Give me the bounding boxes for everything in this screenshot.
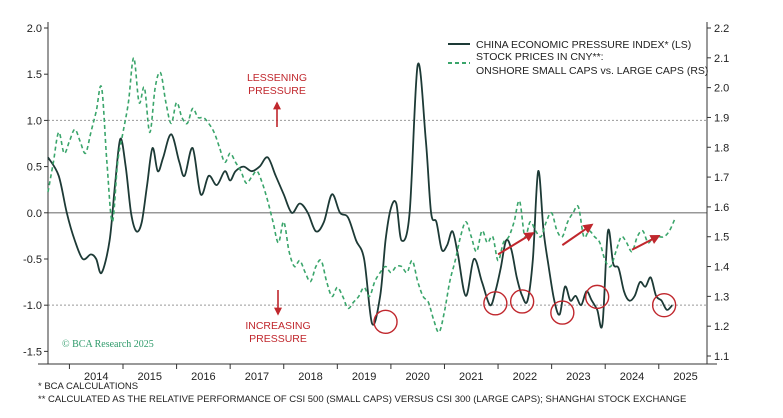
annotation-increasing-pressure: PRESSURE — [249, 333, 307, 345]
trend-arrow — [497, 232, 535, 256]
x-tick-label: 2016 — [191, 371, 215, 383]
x-tick-label: 2020 — [405, 371, 429, 383]
legend-label-pressure-index: CHINA ECONOMIC PRESSURE INDEX* (LS) — [476, 39, 691, 51]
x-tick-label: 2015 — [138, 371, 162, 383]
x-tick-label: 2021 — [459, 371, 483, 383]
highlight-circle — [584, 284, 610, 310]
y-left-tick-label: 1.0 — [27, 115, 42, 127]
y-right-tick-label: 1.1 — [714, 351, 729, 363]
trend-arrow — [561, 223, 594, 246]
annotations — [273, 101, 677, 335]
y-left-tick-label: 0.0 — [27, 208, 42, 220]
y-right-tick-label: 2.1 — [714, 53, 729, 65]
series-small-vs-large-line — [47, 57, 676, 334]
y-right-tick-label: 1.8 — [714, 142, 729, 154]
y-right-tick-label: 2.2 — [714, 23, 729, 35]
y-left-tick-label: -1.0 — [23, 300, 42, 312]
annotation-increasing: INCREASING — [245, 320, 310, 332]
highlight-circle — [651, 292, 677, 318]
y-left-tick-label: 2.0 — [27, 23, 42, 35]
footnote-1: * BCA CALCULATIONS — [38, 381, 138, 392]
legend-label-small-vs-large: ONSHORE SMALL CAPS vs. LARGE CAPS (RS) — [476, 65, 708, 77]
x-axis-ticks: 2014 2015 2016 2017 2018 2019 2020 2021 2022 2023… — [68, 364, 698, 383]
y-right-tick-label: 1.2 — [714, 321, 729, 333]
annotation-lessening: LESSENING — [247, 72, 307, 84]
x-tick-label: 2025 — [673, 371, 697, 383]
y-left-tick-label: 0.5 — [27, 162, 42, 174]
x-tick-label: 2022 — [513, 371, 537, 383]
highlight-circle — [509, 289, 535, 314]
annotation-lessening-pressure: PRESSURE — [248, 85, 306, 97]
footnote-2: ** CALCULATED AS THE RELATIVE PERFORMANC… — [38, 394, 686, 405]
legend-label-stock-prices: STOCK PRICES IN CNY**: — [476, 51, 604, 63]
y-right-tick-label: 2.0 — [714, 83, 729, 95]
highlight-circle — [483, 291, 508, 316]
y-axis-right-ticks: 2.2 2.1 2.0 1.9 1.8 1.7 1.6 1.5 1.4 1.3 1.2 1.1 — [707, 23, 729, 363]
y-axis-left-ticks: 2.0 1.5 1.0 0.5 0.0 -0.5 -1.0 -1.5 — [23, 23, 48, 358]
series-pressure-index-line — [47, 62, 673, 329]
x-tick-label: 2023 — [566, 371, 590, 383]
axes — [38, 22, 717, 365]
x-tick-label: 2019 — [352, 371, 376, 383]
trend-arrow — [631, 234, 661, 251]
y-right-tick-label: 1.4 — [714, 262, 729, 274]
y-right-tick-label: 1.6 — [714, 202, 729, 214]
x-tick-label: 2024 — [620, 371, 644, 383]
y-right-tick-label: 1.3 — [714, 291, 729, 303]
x-tick-label: 2017 — [245, 371, 269, 383]
highlight-circle — [373, 309, 398, 335]
x-tick-label: 2014 — [84, 371, 108, 383]
y-left-tick-label: -1.5 — [23, 346, 42, 358]
y-right-tick-label: 1.5 — [714, 232, 729, 244]
y-right-tick-label: 1.7 — [714, 172, 729, 184]
legend: CHINA ECONOMIC PRESSURE INDEX* (LS) STOC… — [448, 39, 708, 77]
y-left-tick-label: 1.5 — [27, 69, 42, 81]
highlight-circle — [550, 300, 575, 325]
y-left-tick-label: -0.5 — [23, 254, 42, 266]
x-tick-label: 2018 — [298, 371, 322, 383]
series-lines — [47, 57, 676, 334]
gridlines — [48, 119, 707, 306]
credit-text: © BCA Research 2025 — [62, 339, 154, 350]
y-right-tick-label: 1.9 — [714, 112, 729, 124]
